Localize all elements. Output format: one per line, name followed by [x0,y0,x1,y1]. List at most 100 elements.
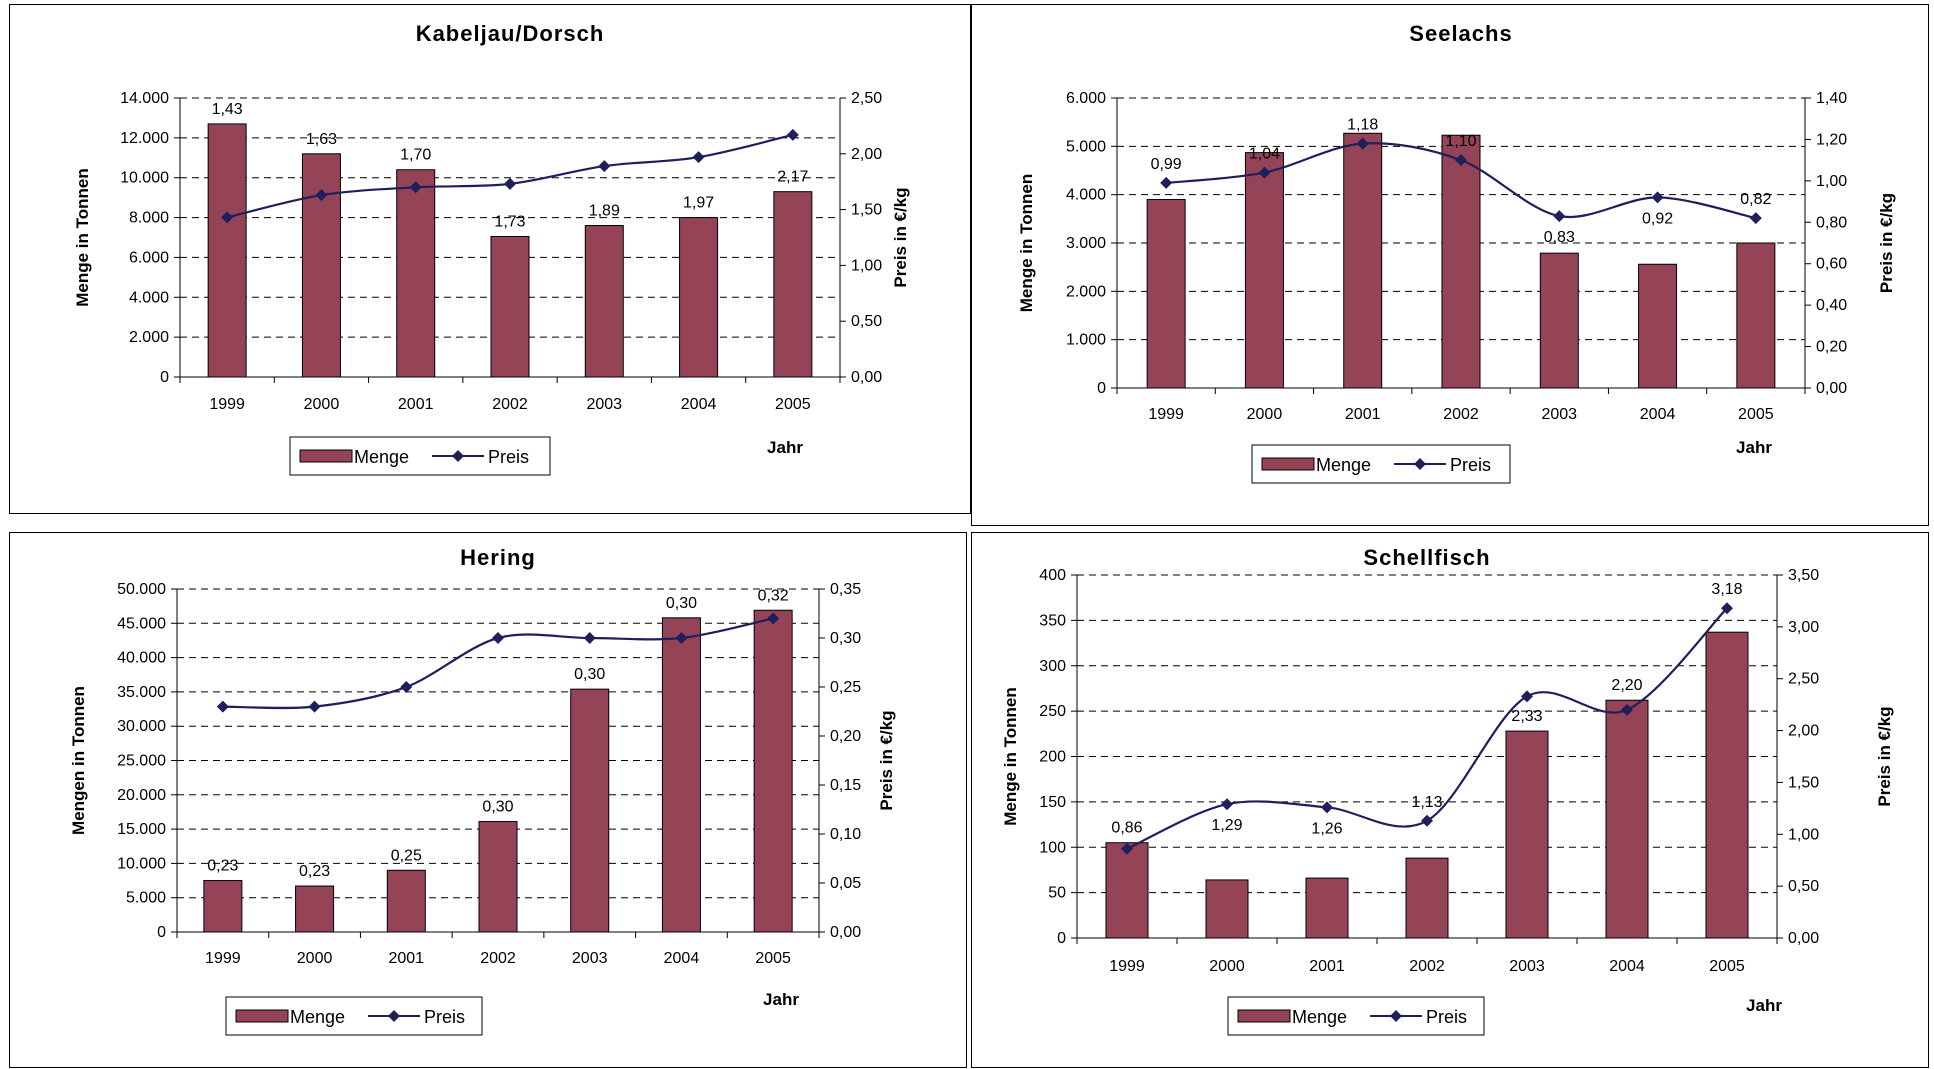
x-tick-label: 2000 [1209,958,1245,975]
bar-menge-2005 [1705,631,1749,939]
x-tick-label: 2003 [1509,958,1545,975]
bar-menge-2000 [295,885,335,933]
data-label-preis: 1,29 [1211,817,1242,834]
chart-panel-kabeljau: Kabeljau/Dorsch 0 2.000 4.000 6.000 8.000 10.0… [9,4,971,514]
y-tick-label: 15.000 [117,821,166,838]
y2-axis-label: Preis in €/kg [877,710,896,810]
data-label-preis: 0,23 [299,863,330,880]
y-tick-label: 0 [157,924,166,941]
y-tick-label: 0 [1097,380,1106,397]
x-tick-label: 2000 [1247,406,1283,423]
legend-swatch-menge [1237,1009,1291,1023]
bar-menge-2004 [661,617,701,933]
chart-title: Kabeljau/Dorsch [416,21,605,46]
chart-svg: Schellfisch 0 50 100 150 200 250 300 350 400 0,00 0… [1001,545,1894,1036]
y-tick-label: 5.000 [126,890,166,907]
x-tick-label: 2001 [398,396,434,413]
y2-tick-label: 0,50 [1788,878,1819,895]
point-preis-1999 [1160,176,1173,189]
x-tick-label: 2003 [586,396,622,413]
y2-tick-label: 0,80 [1816,214,1847,231]
x-tick-label: 2002 [480,950,516,967]
legend-swatch-preis-marker [1414,458,1426,470]
y-tick-label: 3.000 [1066,235,1106,252]
x-axis-label: Jahr [767,438,803,457]
legend-label-menge: Menge [1316,455,1371,475]
bar-menge-2001 [386,869,426,933]
bar-menge-2004 [1605,699,1649,939]
point-preis-2001 [400,681,413,693]
legend-swatch-preis-marker [1390,1010,1402,1022]
point-preis-2004 [675,632,688,644]
y2-tick-label: 1,00 [851,257,882,274]
x-tick-label: 2004 [1640,406,1676,423]
point-preis-2004 [692,151,705,164]
x-tick-label: 2005 [775,396,811,413]
y-tick-label: 10.000 [120,170,169,187]
point-preis-2000 [1221,798,1233,811]
bar-menge-1999 [207,123,247,378]
data-label-preis: 0,32 [758,587,789,604]
data-label-preis: 1,97 [683,195,714,212]
point-preis-2004 [1621,703,1633,716]
point-preis-1999 [216,700,229,713]
point-preis-1999 [221,211,234,224]
y-tick-label: 25.000 [117,753,166,770]
legend: Menge Preis [289,436,551,476]
y-tick-label: 30.000 [117,718,166,735]
y2-axis-label: Preis in €/kg [1877,193,1896,293]
y-tick-label: 50.000 [117,581,166,598]
y-tick-label: 0 [1057,930,1066,947]
point-preis-2002 [1421,814,1433,827]
x-tick-label: 1999 [209,396,245,413]
x-tick-label: 2001 [1309,958,1345,975]
data-label-preis: 1,26 [1311,820,1342,837]
y-tick-label: 400 [1039,567,1066,584]
x-tick-label: 2001 [1345,406,1381,423]
legend: Menge Preis [1227,996,1485,1036]
bar-menge-1999 [1146,199,1186,389]
legend-swatch-preis-marker [388,1010,400,1022]
bar-menge-2004 [1638,263,1678,389]
data-label-preis: 2,20 [1611,677,1642,694]
y2-tick-label: 0,00 [1816,380,1847,397]
y2-tick-label: 0,10 [830,826,861,843]
x-tick-label: 2000 [304,396,340,413]
data-label-preis: 2,17 [777,169,808,186]
bar-menge-2002 [490,236,530,378]
bar-menge-2001 [1343,132,1383,389]
y-tick-label: 200 [1039,749,1066,766]
data-label-preis: 1,89 [589,203,620,220]
y2-tick-label: 0,30 [830,630,861,647]
y-tick-label: 100 [1039,839,1066,856]
legend-swatch-menge [1261,457,1315,471]
legend-label-menge: Menge [1292,1007,1347,1027]
x-axis-label: Jahr [1746,996,1782,1015]
y-tick-label: 45.000 [117,615,166,632]
x-axis-label: Jahr [763,990,799,1009]
data-label-preis: 2,33 [1511,708,1542,725]
y2-tick-label: 0,00 [830,924,861,941]
bar-menge-2003 [1505,730,1549,939]
bar-menge-2005 [753,609,793,933]
point-preis-2005 [1749,212,1762,225]
point-preis-2005 [786,128,799,141]
y-tick-label: 0 [160,369,169,386]
y2-tick-label: 0,05 [830,875,861,892]
x-tick-label: 2004 [664,950,700,967]
y-axis-label: Mengen in Tonnen [69,686,88,835]
y2-tick-label: 1,00 [1788,826,1819,843]
y-axis-label: Menge in Tonnen [1017,174,1036,313]
y-tick-label: 350 [1039,612,1066,629]
data-label-preis: 3,18 [1711,581,1742,598]
y-tick-label: 300 [1039,658,1066,675]
chart-svg: Hering 0 5.000 10.000 15.000 20.000 25.000 30.0… [69,545,896,1036]
bar-menge-2003 [584,225,624,378]
bar-menge-2002 [478,821,518,933]
x-tick-label: 1999 [205,950,241,967]
x-tick-label: 2005 [755,950,791,967]
data-label-preis: 1,63 [306,131,337,148]
legend-swatch-preis-marker [452,450,464,462]
y-tick-label: 5.000 [1066,138,1106,155]
y2-tick-label: 2,50 [851,90,882,107]
